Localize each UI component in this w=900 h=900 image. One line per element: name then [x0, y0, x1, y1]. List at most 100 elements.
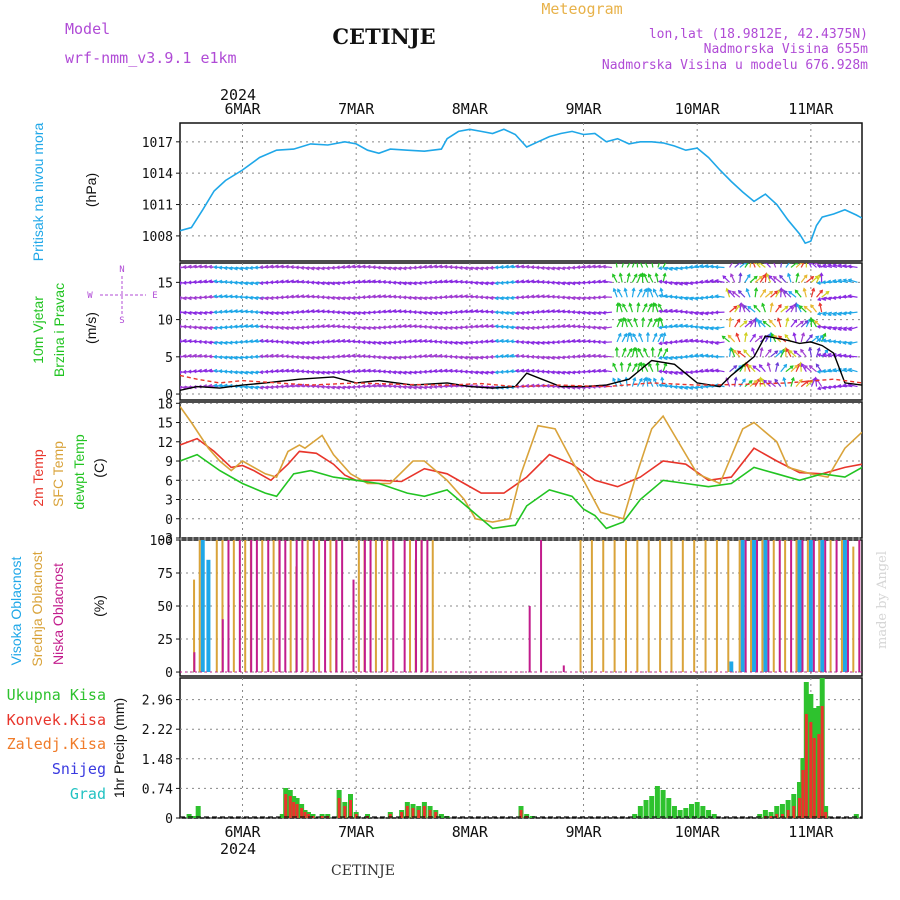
precipitation-bar	[343, 806, 347, 818]
wind-arrow-head	[294, 309, 299, 315]
wind-arrow	[848, 295, 858, 298]
wind-arrow-head	[223, 369, 228, 374]
wind-arrow	[734, 304, 741, 313]
wind-arrow-head	[683, 354, 688, 359]
wind-arrow	[500, 340, 510, 343]
wind-arrow	[848, 383, 858, 388]
wind-arrow	[626, 273, 630, 283]
precipitation-bar	[434, 812, 438, 818]
wind-arrow-head	[463, 309, 468, 314]
wind-arrow	[753, 305, 761, 313]
wind-arrow	[183, 340, 193, 343]
temp-axis-titles: 2m Temp SFC Temp dewpt Temp (C)	[30, 434, 107, 509]
wind-arrow-head	[438, 325, 443, 330]
wind-arrow-head	[417, 265, 422, 270]
bottom-day-label: 7MAR	[338, 823, 375, 841]
wind-arrow	[786, 348, 792, 358]
wind-arrow	[592, 354, 602, 358]
wind-arrow	[270, 354, 280, 358]
wind-arrow-head	[254, 338, 259, 344]
wind-arrow-head	[623, 317, 628, 322]
wind-arrow-head	[330, 265, 335, 270]
wind-arrow-head	[173, 266, 176, 269]
wind-arrow-head	[596, 325, 601, 330]
wind-arrow-head	[238, 294, 243, 300]
wind-arrow	[459, 341, 469, 344]
wind-arrow-head	[412, 296, 417, 301]
clouds-bar	[306, 540, 309, 673]
wind-arrow	[316, 281, 326, 284]
wind-arrow	[342, 296, 352, 300]
wind-arrow-head	[284, 264, 289, 269]
wind-arrow-head	[612, 287, 617, 292]
clouds-bar	[824, 540, 827, 673]
wind-arrow	[275, 311, 285, 315]
clouds-bar	[562, 665, 565, 673]
wind-arrow-head	[792, 332, 797, 337]
wind-arrow	[198, 280, 208, 283]
wind-arrow-head	[315, 384, 320, 389]
wind-arrow	[715, 341, 725, 344]
wind-arrow-head	[683, 338, 688, 343]
wind-arrow-head	[688, 281, 693, 286]
wind-arrow-head	[499, 338, 504, 343]
precipitation-bar	[303, 812, 307, 818]
wind-arrow-head	[658, 383, 663, 388]
wind-arrow-head	[693, 264, 699, 269]
wind-arrow-head	[704, 264, 709, 269]
wind-arrow-head	[816, 386, 822, 391]
wind-arrow	[744, 274, 751, 283]
precipitation-bar	[660, 790, 666, 818]
clouds-bar	[232, 540, 235, 673]
wind-arrow	[602, 326, 613, 329]
wind-arrow-head	[591, 368, 596, 374]
wind-arrow-head	[422, 324, 427, 329]
precip-unit: 1hr Precip (mm)	[111, 698, 127, 798]
wind-ytick-label: 10	[157, 314, 173, 329]
wind-arrow	[646, 377, 649, 387]
wind-arrow-head	[545, 324, 550, 329]
wind-arrow-head	[747, 305, 752, 310]
wind-arrow-head	[187, 296, 192, 301]
wind-arrow-head	[832, 279, 837, 284]
wind-arrow	[234, 356, 244, 359]
wind-arrow-head	[489, 309, 494, 314]
wind-arrow	[843, 264, 853, 269]
wind-arrow-head	[387, 266, 392, 271]
wind-arrow-head	[709, 264, 714, 269]
wind-arrow-head	[596, 279, 601, 284]
wind-arrow-head	[366, 279, 371, 284]
wind-arrow-head	[335, 338, 341, 343]
wind-arrow-head	[376, 369, 381, 374]
wind-arrow	[764, 333, 771, 343]
wind-arrow-head	[693, 324, 698, 330]
wind-plot-area	[173, 263, 862, 391]
wind-arrow-head	[300, 355, 305, 360]
pressure-plot-area	[180, 128, 862, 245]
wind-arrow	[651, 263, 654, 268]
wind-arrow	[367, 296, 377, 298]
wind-arrow	[759, 347, 763, 357]
wind-arrow-head	[545, 340, 550, 345]
wind-arrow	[408, 340, 418, 343]
wind-arrow-head	[346, 296, 351, 301]
wind-arrow-head	[233, 280, 238, 285]
clouds-bar	[255, 540, 258, 673]
wind-arrow-head	[305, 309, 310, 314]
wind-arrow-head	[180, 324, 182, 329]
wind-arrow-head	[433, 311, 438, 316]
wind-arrow-head	[525, 326, 530, 331]
clouds-bar	[380, 540, 383, 673]
wind-arrow-head	[351, 325, 356, 330]
wind-arrow-head	[238, 309, 243, 314]
clouds-bar	[215, 540, 218, 673]
wind-arrow-head	[259, 354, 264, 359]
wind-arrow-head	[218, 309, 223, 314]
wind-arrow-head	[284, 383, 289, 389]
wind-arrow-head	[284, 354, 289, 359]
wind-arrow-head	[520, 264, 525, 269]
wind-arrow-head	[743, 304, 747, 309]
clouds-bar	[752, 540, 757, 673]
